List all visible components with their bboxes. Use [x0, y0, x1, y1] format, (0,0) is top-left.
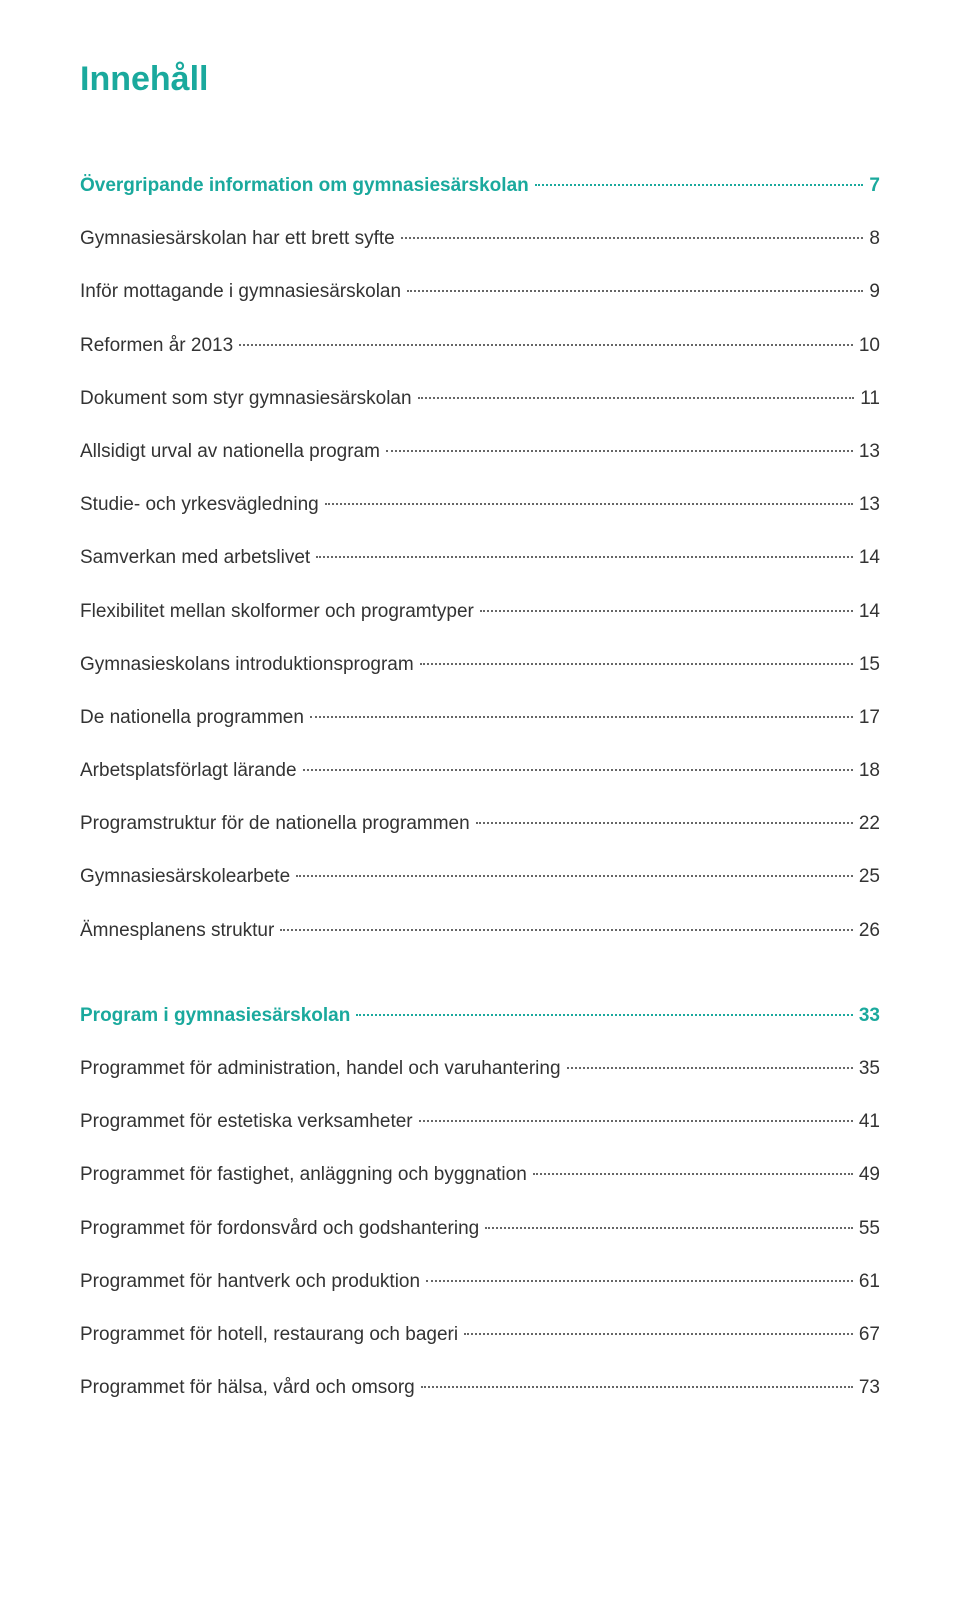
toc-row-label: Reformen år 2013	[80, 319, 233, 372]
toc-row: Programmet för fastighet, anläggning och…	[80, 1148, 880, 1201]
toc-row: Programmet för fordonsvård och godshante…	[80, 1202, 880, 1255]
toc-row: Reformen år 2013 10	[80, 319, 880, 372]
toc-row-label: Programmet för fordonsvård och godshante…	[80, 1202, 479, 1255]
toc-row: Programmet för hälsa, vård och omsorg 73	[80, 1361, 880, 1414]
section-gap	[80, 957, 880, 977]
toc-row-page: 35	[859, 1042, 880, 1095]
toc-leader-dots	[303, 769, 853, 771]
toc-row-page: 13	[859, 425, 880, 478]
toc-row-page: 15	[859, 638, 880, 691]
toc-leader-dots	[386, 450, 853, 452]
toc-leader-dots	[239, 344, 853, 346]
toc-row-label: Programmet för estetiska verksamheter	[80, 1095, 413, 1148]
toc-row-label: De nationella programmen	[80, 691, 304, 744]
toc-row-label: Allsidigt urval av nationella program	[80, 425, 380, 478]
toc-leader-dots	[325, 503, 853, 505]
toc-row-page: 67	[859, 1308, 880, 1361]
toc-row-page: 8	[869, 212, 880, 265]
toc-row-label: Arbetsplatsförlagt lärande	[80, 744, 297, 797]
toc-row-label: Gymnasiesärskolearbete	[80, 850, 290, 903]
toc-row-label: Studie- och yrkesvägledning	[80, 478, 319, 531]
toc-leader-dots	[418, 397, 855, 399]
toc-leader-dots	[296, 875, 853, 877]
toc-row-label: Dokument som styr gymnasiesärskolan	[80, 372, 412, 425]
toc-row: Programmet för hotell, restaurang och ba…	[80, 1308, 880, 1361]
toc-row: De nationella programmen 17	[80, 691, 880, 744]
toc-row: Programmet för estetiska verksamheter 41	[80, 1095, 880, 1148]
toc-row-label: Programmet för hotell, restaurang och ba…	[80, 1308, 458, 1361]
toc-leader-dots	[401, 237, 864, 239]
toc-leader-dots	[316, 556, 853, 558]
toc-row: Programmet för hantverk och produktion 61	[80, 1255, 880, 1308]
toc-row: Dokument som styr gymnasiesärskolan 11	[80, 372, 880, 425]
toc-row-label: Programmet för administration, handel oc…	[80, 1042, 561, 1095]
toc-leader-dots	[535, 184, 864, 186]
toc-row-label: Programmet för hantverk och produktion	[80, 1255, 420, 1308]
toc-row-label: Gymnasieskolans introduktionsprogram	[80, 638, 414, 691]
toc-leader-dots	[567, 1067, 853, 1069]
toc-row-page: 61	[859, 1255, 880, 1308]
toc-row-page: 11	[860, 372, 880, 425]
toc-row-page: 17	[859, 691, 880, 744]
toc-row: Studie- och yrkesvägledning 13	[80, 478, 880, 531]
toc-row-page: 14	[859, 585, 880, 638]
toc-row: Ämnesplanens struktur 26	[80, 904, 880, 957]
toc-row-label: Inför mottagande i gymnasiesärskolan	[80, 265, 401, 318]
toc-row: Gymnasieskolans introduktionsprogram 15	[80, 638, 880, 691]
toc-leader-dots	[421, 1386, 853, 1388]
toc-row: Programstruktur för de nationella progra…	[80, 797, 880, 850]
toc-leader-dots	[407, 290, 863, 292]
toc-row-label: Gymnasiesärskolan har ett brett syfte	[80, 212, 395, 265]
toc-section-heading: Program i gymnasiesärskolan 33	[80, 989, 880, 1042]
toc-row-label: Samverkan med arbetslivet	[80, 531, 310, 584]
toc-row-page: 14	[859, 531, 880, 584]
toc-row-page: 25	[859, 850, 880, 903]
toc-row-page: 18	[859, 744, 880, 797]
toc-container: Övergripande information om gymnasiesärs…	[80, 159, 880, 1414]
toc-row: Arbetsplatsförlagt lärande 18	[80, 744, 880, 797]
toc-row: Inför mottagande i gymnasiesärskolan 9	[80, 265, 880, 318]
toc-leader-dots	[464, 1333, 853, 1335]
toc-leader-dots	[310, 716, 853, 718]
toc-row-label: Programstruktur för de nationella progra…	[80, 797, 470, 850]
toc-row-page: 10	[859, 319, 880, 372]
toc-leader-dots	[356, 1014, 853, 1016]
toc-row: Gymnasiesärskolan har ett brett syfte 8	[80, 212, 880, 265]
toc-row: Allsidigt urval av nationella program 13	[80, 425, 880, 478]
toc-row-page: 9	[869, 265, 880, 318]
toc-section-heading: Övergripande information om gymnasiesärs…	[80, 159, 880, 212]
toc-section-heading-label: Övergripande information om gymnasiesärs…	[80, 159, 529, 212]
toc-row: Samverkan med arbetslivet 14	[80, 531, 880, 584]
toc-leader-dots	[480, 610, 853, 612]
toc-section-heading-page: 33	[859, 989, 880, 1042]
toc-row-page: 49	[859, 1148, 880, 1201]
toc-row-label: Programmet för fastighet, anläggning och…	[80, 1148, 527, 1201]
toc-leader-dots	[476, 822, 853, 824]
toc-leader-dots	[533, 1173, 853, 1175]
toc-section-heading-label: Program i gymnasiesärskolan	[80, 989, 350, 1042]
toc-row: Programmet för administration, handel oc…	[80, 1042, 880, 1095]
toc-row-page: 55	[859, 1202, 880, 1255]
toc-row-label: Flexibilitet mellan skolformer och progr…	[80, 585, 474, 638]
toc-row-page: 22	[859, 797, 880, 850]
toc-row-page: 41	[859, 1095, 880, 1148]
toc-row-page: 13	[859, 478, 880, 531]
toc-row: Gymnasiesärskolearbete 25	[80, 850, 880, 903]
toc-row: Flexibilitet mellan skolformer och progr…	[80, 585, 880, 638]
toc-section-heading-page: 7	[869, 159, 880, 212]
toc-leader-dots	[419, 1120, 853, 1122]
toc-leader-dots	[280, 929, 853, 931]
toc-leader-dots	[426, 1280, 853, 1282]
page-title: Innehåll	[80, 60, 880, 99]
toc-leader-dots	[420, 663, 853, 665]
toc-row-page: 73	[859, 1361, 880, 1414]
toc-leader-dots	[485, 1227, 853, 1229]
toc-row-label: Ämnesplanens struktur	[80, 904, 274, 957]
toc-row-label: Programmet för hälsa, vård och omsorg	[80, 1361, 415, 1414]
toc-row-page: 26	[859, 904, 880, 957]
